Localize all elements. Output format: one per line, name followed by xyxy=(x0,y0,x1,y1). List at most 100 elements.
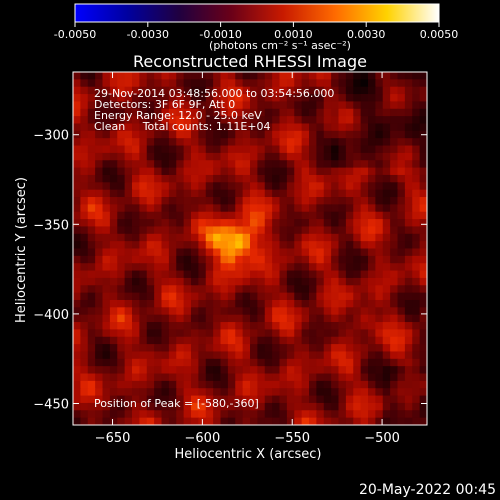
heatmap-cell xyxy=(87,270,96,279)
heatmap-cell xyxy=(338,226,347,235)
heatmap-cell xyxy=(168,204,177,213)
heatmap-cell xyxy=(419,270,427,279)
heatmap-cell xyxy=(316,116,325,125)
heatmap-cell xyxy=(132,351,140,360)
heatmap-cell xyxy=(323,108,332,117)
heatmap-cell xyxy=(87,344,96,353)
heatmap-cell xyxy=(168,248,177,257)
heatmap-cell xyxy=(235,277,244,286)
heatmap-cell xyxy=(419,351,427,360)
heatmap-cell xyxy=(412,373,421,382)
heatmap-cell xyxy=(264,182,273,191)
heatmap-cell xyxy=(390,358,399,367)
heatmap-cell xyxy=(264,108,273,117)
heatmap-cell xyxy=(102,248,111,257)
heatmap-cell xyxy=(154,86,163,95)
heatmap-cell xyxy=(73,270,81,279)
heatmap-cell xyxy=(257,174,266,183)
heatmap-cell xyxy=(257,108,266,117)
heatmap-cell xyxy=(87,101,96,110)
heatmap-cell xyxy=(146,233,155,242)
heatmap-cell xyxy=(139,314,148,323)
heatmap-cell xyxy=(390,255,399,264)
heatmap-cell xyxy=(338,204,347,213)
heatmap-cell xyxy=(168,417,177,425)
heatmap-cell xyxy=(235,322,244,330)
heatmap-cell xyxy=(257,366,266,375)
heatmap-cell xyxy=(176,299,185,308)
heatmap-cell xyxy=(132,116,140,125)
heatmap-cell xyxy=(309,336,317,345)
heatmap-cell xyxy=(87,182,96,191)
heatmap-cell xyxy=(397,314,406,323)
heatmap-cell xyxy=(419,410,427,419)
heatmap-cell xyxy=(213,160,222,169)
heatmap-cell xyxy=(213,255,222,264)
heatmap-cell xyxy=(242,329,251,338)
heatmap-cell xyxy=(250,299,258,308)
heatmap-cell xyxy=(397,138,406,147)
heatmap-cell xyxy=(183,292,192,301)
heatmap-cell xyxy=(404,314,413,323)
heatmap-cell xyxy=(368,307,376,316)
heatmap-cell xyxy=(213,299,222,308)
heatmap-cell xyxy=(154,138,163,147)
heatmap-cell xyxy=(161,263,170,272)
heatmap-cell xyxy=(368,130,376,139)
heatmap-cell xyxy=(205,79,214,88)
heatmap-cell xyxy=(272,101,281,110)
heatmap-cell xyxy=(294,152,303,161)
heatmap-cell xyxy=(397,182,406,191)
heatmap-cell xyxy=(213,174,222,183)
heatmap-cell xyxy=(264,248,273,257)
heatmap-cell xyxy=(117,160,126,169)
heatmap-cell xyxy=(279,329,288,338)
heatmap-cell xyxy=(368,197,376,205)
heatmap-cell xyxy=(294,145,303,154)
heatmap-cell xyxy=(176,167,185,176)
heatmap-cell xyxy=(227,108,236,117)
heatmap-cell xyxy=(80,72,89,80)
heatmap-cell xyxy=(338,211,347,220)
annotation-energy: Energy Range: 12.0 - 25.0 keV xyxy=(94,109,262,122)
heatmap-cell xyxy=(382,344,391,353)
heatmap-cell xyxy=(338,277,347,286)
heatmap-cell xyxy=(353,255,362,264)
heatmap-cell xyxy=(375,130,384,139)
heatmap-cell xyxy=(117,329,126,338)
heatmap-cell xyxy=(397,94,406,103)
heatmap-cell xyxy=(109,270,118,279)
heatmap-cell xyxy=(235,189,244,198)
heatmap-cell xyxy=(213,86,222,95)
heatmap-cell xyxy=(102,226,111,235)
heatmap-cell xyxy=(227,270,236,279)
heatmap-cell xyxy=(345,233,354,242)
heatmap-cell xyxy=(117,366,126,375)
heatmap-cell xyxy=(139,344,148,353)
heatmap-cell xyxy=(95,277,104,286)
heatmap-cell xyxy=(264,101,273,110)
heatmap-cell xyxy=(323,329,332,338)
heatmap-cell xyxy=(360,248,369,257)
heatmap-cell xyxy=(139,130,148,139)
heatmap-cell xyxy=(309,248,317,257)
heatmap-cell xyxy=(168,336,177,345)
heatmap-cell xyxy=(109,174,118,183)
heatmap-cell xyxy=(87,285,96,294)
heatmap-cell xyxy=(132,402,140,411)
heatmap-cell xyxy=(242,160,251,169)
heatmap-cell xyxy=(146,329,155,338)
heatmap-cell xyxy=(102,388,111,397)
heatmap-cell xyxy=(191,226,199,235)
heatmap-cell xyxy=(95,123,104,132)
heatmap-cell xyxy=(168,197,177,205)
heatmap-cell xyxy=(95,307,104,316)
heatmap-cell xyxy=(191,255,199,264)
heatmap-cell xyxy=(250,277,258,286)
heatmap-cell xyxy=(404,336,413,345)
heatmap-cell xyxy=(124,160,133,169)
heatmap-cell xyxy=(419,138,427,147)
heatmap-cell xyxy=(73,373,81,382)
heatmap-cell xyxy=(250,94,258,103)
heatmap-cell xyxy=(382,388,391,397)
